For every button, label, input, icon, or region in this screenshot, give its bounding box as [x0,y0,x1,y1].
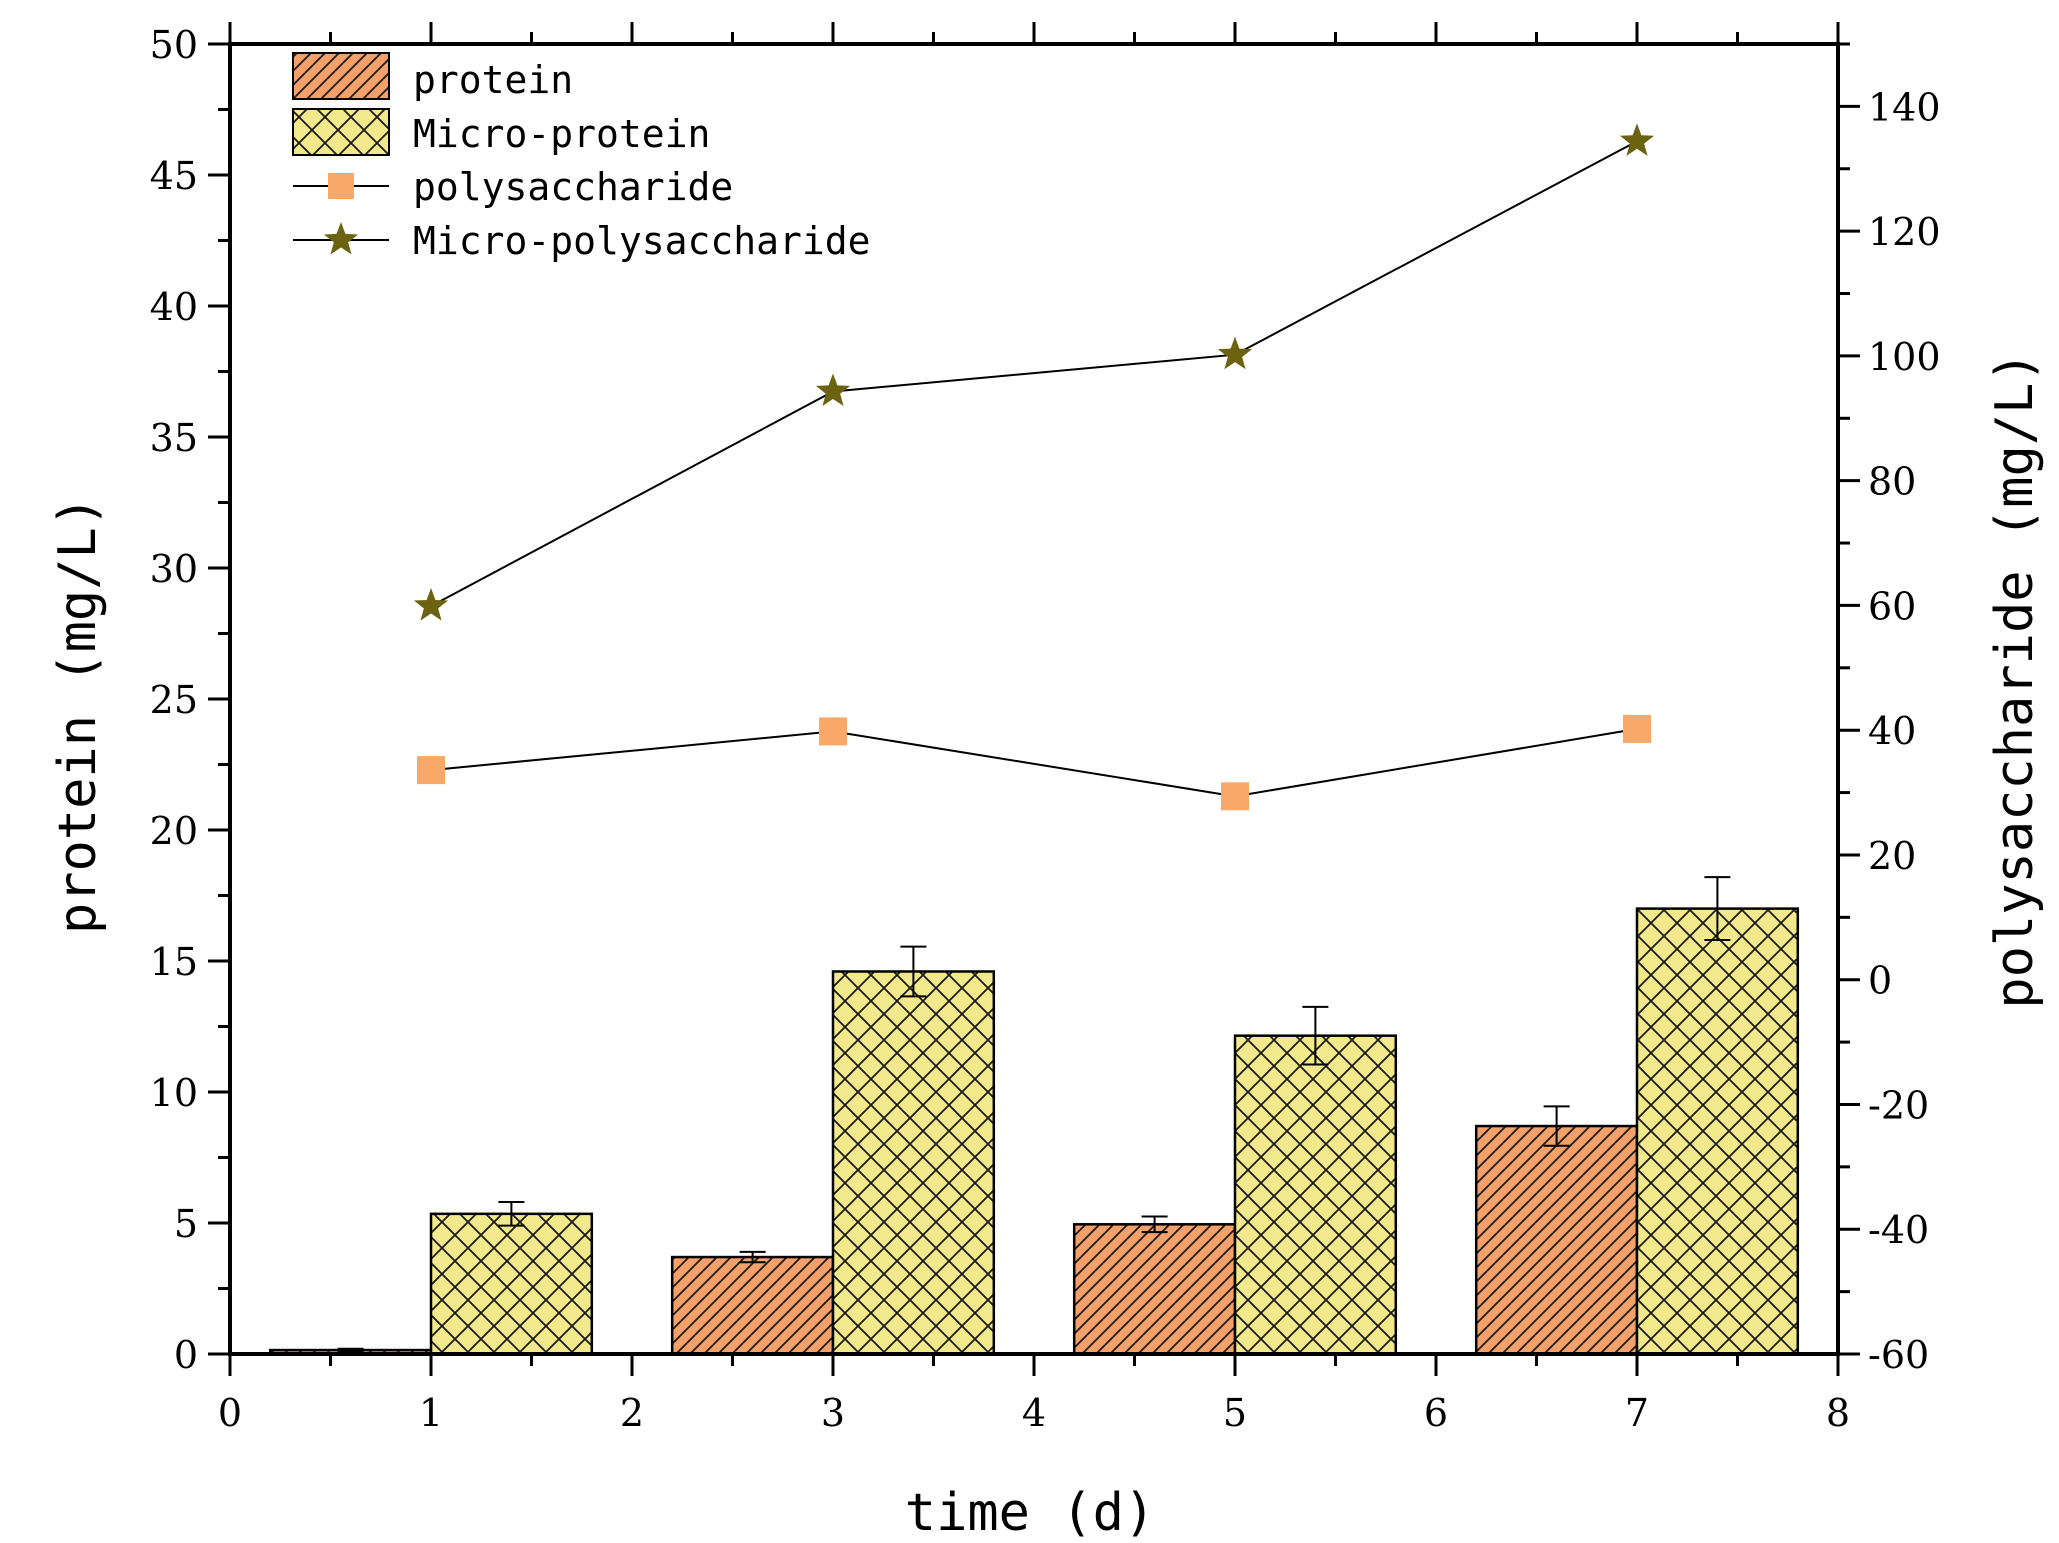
y-right-tick-label: 100 [1868,335,1941,379]
marker-polysaccharide-7 [1623,714,1651,743]
legend-label-micro-protein: Micro-protein [413,112,710,156]
bar-protein-3 [670,1255,835,1356]
marker-polysaccharide-1 [417,756,445,785]
plot-frame [228,42,1840,1356]
legend-label-micro-polysaccharide: Micro-polysaccharide [413,219,871,263]
y-right-tick-label: 40 [1868,709,1916,753]
bar-protein-5 [1072,1223,1237,1356]
y-left-tick-label: 40 [150,285,198,329]
y-right-tick-label: 0 [1868,959,1892,1003]
legend-swatch-protein [292,52,390,100]
bar-protein-7 [1474,1124,1639,1356]
y-left-tick-label: 35 [150,416,198,460]
marker-polysaccharide-5 [1221,782,1249,811]
x-tick-label: 2 [620,1391,644,1435]
x-tick-label: 5 [1223,1391,1247,1435]
bar-micro-protein-5 [1233,1034,1398,1356]
y-left-tick-label: 30 [150,547,198,591]
y-axis-left-title: protein (mg/L) [48,496,108,934]
errorbars-layer [337,876,1731,1353]
x-tick-label: 4 [1022,1391,1046,1435]
y-left-tick-label: 10 [150,1071,198,1115]
y-left-tick-label: 0 [174,1333,198,1377]
y-right-tick-label: 20 [1868,834,1916,878]
x-tick-label: 8 [1826,1391,1850,1435]
y-left-tick-label: 50 [150,23,198,67]
bar-micro-protein-7 [1635,907,1800,1356]
y-right-tick-label: 120 [1868,210,1941,254]
y-right-tick-label: -60 [1868,1333,1929,1377]
marker-micro-polysaccharide-3 [815,373,851,407]
y-left-tick-label: 5 [174,1202,198,1246]
y-right-tick-label: 60 [1868,584,1916,628]
y-left-tick-label: 15 [150,940,198,984]
line-polysaccharide [430,727,1638,798]
marker-micro-polysaccharide-1 [413,588,449,621]
x-axis-title: time (d) [905,1483,1155,1543]
lines-layer [413,123,1655,811]
legend: protein Micro-protein polysaccharide Mic… [292,52,871,263]
y-left-tick-label: 45 [150,154,198,198]
marker-micro-polysaccharide-7 [1619,123,1655,156]
y-right-tick-label: -40 [1868,1208,1929,1252]
ticks-layer: 0 1 2 3 4 5 6 7 805101520253035404550-60-40-2002… [150,22,1941,1435]
legend-marker-micro-polysaccharide [323,222,359,255]
line-micro-polysaccharide [430,140,1638,607]
legend-label-protein: protein [413,58,573,102]
y-axis-right-title: polysaccharide (mg/L) [1985,351,2045,1008]
x-tick-label: 7 [1625,1391,1649,1435]
legend-swatch-micro-protein [292,108,390,156]
y-right-tick-label: 80 [1868,460,1916,504]
y-right-tick-label: -20 [1868,1083,1929,1127]
legend-marker-polysaccharide [328,173,354,199]
bar-micro-protein-3 [831,970,996,1356]
x-tick-label: 3 [821,1391,845,1435]
y-right-tick-label: 140 [1868,85,1941,129]
marker-polysaccharide-3 [819,717,847,746]
x-tick-label: 0 [218,1391,242,1435]
y-left-tick-label: 20 [150,809,198,853]
x-tick-label: 1 [419,1391,443,1435]
marker-micro-polysaccharide-5 [1217,336,1253,370]
y-left-tick-label: 25 [150,678,198,722]
x-tick-label: 6 [1424,1391,1448,1435]
bar-micro-protein-1 [429,1212,594,1356]
legend-label-polysaccharide: polysaccharide [413,165,733,209]
bars-layer [268,907,1800,1356]
